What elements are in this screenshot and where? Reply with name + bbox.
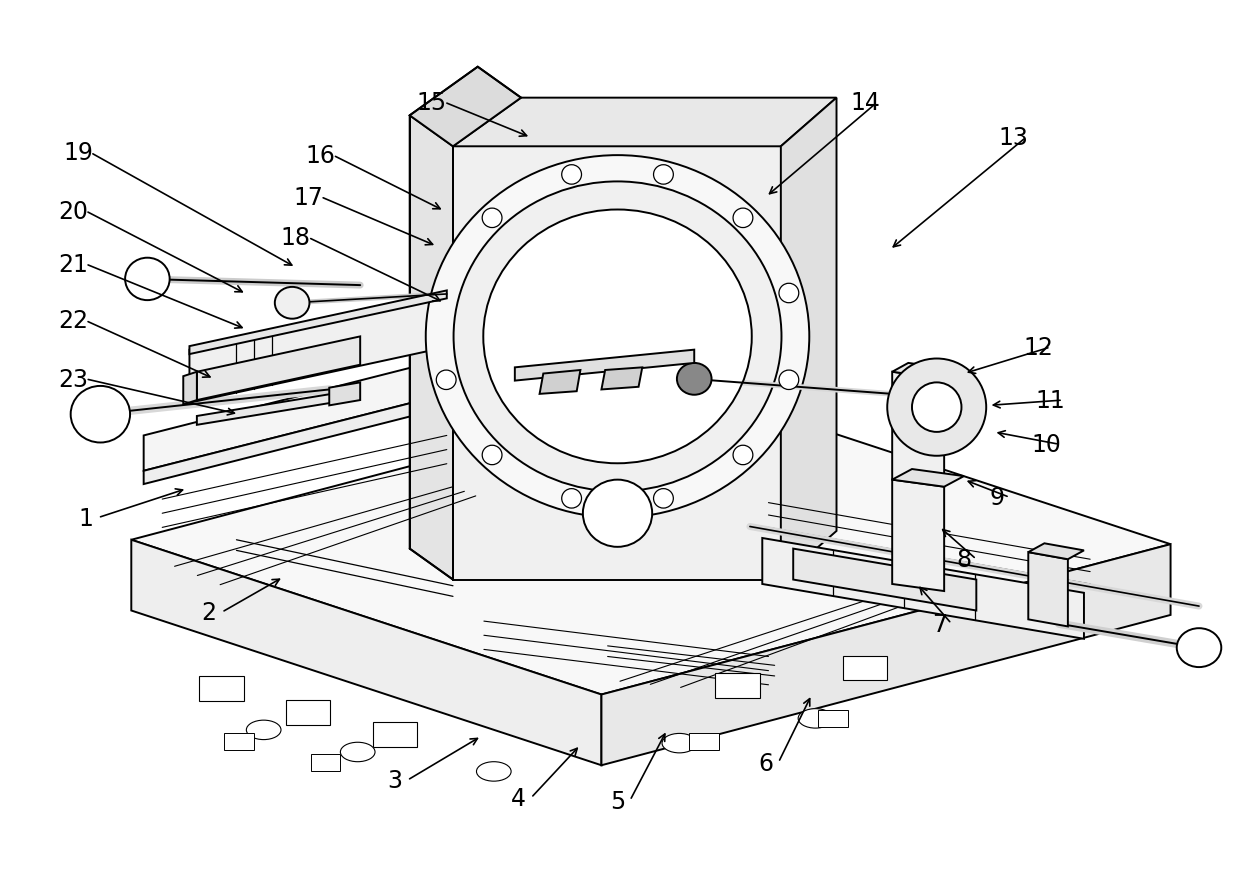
Ellipse shape (476, 762, 511, 781)
Text: 20: 20 (58, 199, 88, 223)
Text: 22: 22 (58, 309, 88, 333)
Text: 15: 15 (417, 91, 446, 115)
Text: 19: 19 (63, 141, 93, 166)
Text: 9: 9 (990, 486, 1004, 509)
Ellipse shape (662, 734, 697, 753)
Text: 18: 18 (280, 226, 311, 250)
Ellipse shape (1177, 628, 1221, 667)
Bar (818, 710, 848, 727)
Bar (224, 733, 254, 750)
Polygon shape (197, 392, 347, 425)
Bar (286, 700, 331, 725)
Text: 17: 17 (294, 185, 324, 209)
Polygon shape (893, 480, 944, 591)
Polygon shape (197, 337, 360, 400)
Ellipse shape (733, 209, 753, 229)
Polygon shape (601, 368, 642, 390)
Ellipse shape (425, 156, 810, 518)
Ellipse shape (247, 720, 281, 740)
Polygon shape (453, 147, 781, 580)
Polygon shape (893, 363, 960, 379)
Text: 8: 8 (956, 548, 971, 571)
Text: 11: 11 (1035, 389, 1065, 413)
Text: 10: 10 (1032, 432, 1061, 457)
Polygon shape (763, 539, 1084, 639)
Polygon shape (131, 540, 601, 766)
Ellipse shape (779, 284, 799, 303)
Ellipse shape (733, 446, 753, 465)
Ellipse shape (653, 166, 673, 185)
Bar (372, 722, 417, 747)
Bar (200, 676, 244, 701)
Polygon shape (601, 545, 1171, 766)
Ellipse shape (677, 363, 712, 395)
Polygon shape (144, 359, 446, 471)
Ellipse shape (583, 480, 652, 548)
Text: 21: 21 (58, 253, 88, 276)
Text: 5: 5 (610, 789, 625, 812)
Text: 4: 4 (511, 786, 526, 810)
Polygon shape (190, 291, 446, 354)
Polygon shape (131, 390, 1171, 695)
Text: 1: 1 (78, 506, 93, 530)
Polygon shape (330, 383, 360, 406)
Ellipse shape (562, 489, 582, 509)
Text: 3: 3 (387, 768, 402, 792)
Ellipse shape (71, 386, 130, 443)
Polygon shape (781, 98, 837, 580)
Ellipse shape (482, 209, 502, 229)
Ellipse shape (341, 742, 374, 762)
Polygon shape (453, 98, 837, 147)
Polygon shape (1028, 553, 1068, 626)
Polygon shape (893, 470, 963, 487)
Ellipse shape (482, 446, 502, 465)
Ellipse shape (436, 370, 456, 390)
Ellipse shape (125, 259, 170, 301)
Ellipse shape (799, 709, 833, 728)
Polygon shape (184, 372, 197, 405)
Polygon shape (794, 549, 976, 610)
Polygon shape (539, 370, 580, 394)
Text: 13: 13 (998, 127, 1028, 151)
Ellipse shape (562, 166, 582, 185)
Polygon shape (409, 67, 521, 147)
Text: 16: 16 (305, 144, 336, 168)
Ellipse shape (454, 183, 781, 492)
Ellipse shape (911, 383, 961, 432)
Polygon shape (515, 350, 694, 381)
Bar (715, 673, 760, 698)
Polygon shape (893, 372, 944, 487)
Polygon shape (190, 295, 446, 403)
Polygon shape (1028, 544, 1084, 560)
Bar (689, 733, 719, 750)
Ellipse shape (484, 210, 751, 463)
Text: 14: 14 (851, 91, 880, 115)
Ellipse shape (653, 489, 673, 509)
Text: 2: 2 (202, 601, 217, 625)
Polygon shape (144, 394, 446, 485)
Polygon shape (409, 116, 453, 580)
Ellipse shape (888, 359, 986, 456)
Ellipse shape (779, 370, 799, 390)
Text: 12: 12 (1023, 336, 1053, 360)
Ellipse shape (275, 288, 310, 319)
Bar (311, 754, 341, 772)
Bar (843, 656, 888, 680)
Text: 23: 23 (58, 368, 88, 392)
Text: 7: 7 (931, 612, 946, 636)
Text: 6: 6 (759, 750, 774, 774)
